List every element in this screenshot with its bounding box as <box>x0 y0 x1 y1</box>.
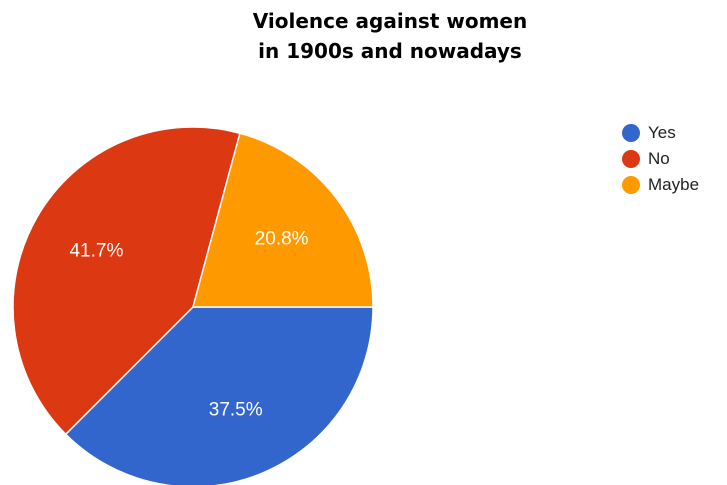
legend-label-yes: Yes <box>648 123 676 142</box>
pie-slice-yes[interactable] <box>64 306 374 485</box>
legend-swatch-no <box>622 150 640 168</box>
pie-slice-maybe[interactable] <box>192 132 374 308</box>
pie-label-maybe: 20.8% <box>255 229 309 250</box>
legend: Yes No Maybe <box>622 120 699 198</box>
legend-item-no[interactable]: No <box>622 146 699 172</box>
legend-label-maybe: Maybe <box>648 175 700 194</box>
pie-slice-no[interactable] <box>12 126 241 436</box>
pie-label-yes: 37.5% <box>209 400 263 421</box>
chart-title-line-2: in 1900s and nowadays <box>258 39 522 63</box>
legend-label-no: No <box>648 149 670 168</box>
legend-item-yes[interactable]: Yes <box>622 120 699 146</box>
legend-item-maybe[interactable]: Maybe <box>622 172 699 198</box>
chart-title: Violence against women in 1900s and nowa… <box>200 6 580 66</box>
chart-title-line-1: Violence against women <box>252 9 528 33</box>
legend-swatch-yes <box>622 124 640 142</box>
pie-label-no: 41.7% <box>69 241 123 262</box>
legend-swatch-maybe <box>622 176 640 194</box>
